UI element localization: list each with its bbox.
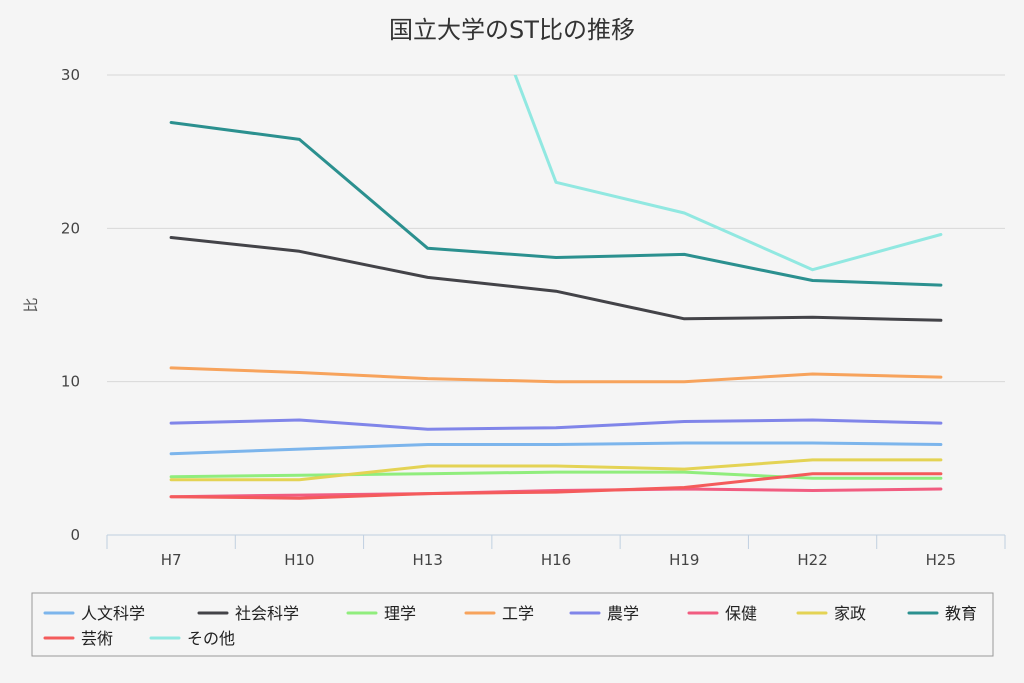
chart-title: 国立大学のST比の推移 xyxy=(389,16,635,44)
legend-item-label: 農学 xyxy=(607,604,639,623)
legend-item-label: 家政 xyxy=(834,604,866,623)
legend-item-label: その他 xyxy=(187,629,235,648)
y-tick-label: 0 xyxy=(70,526,80,544)
legend-item-label: 芸術 xyxy=(81,629,113,648)
series-line-1 xyxy=(169,441,943,456)
series-line-6 xyxy=(169,487,943,499)
y-axis-label: 比 xyxy=(22,297,40,312)
gridlines xyxy=(107,74,1005,383)
x-tick-label: H25 xyxy=(926,551,956,569)
series-lines xyxy=(169,75,943,500)
legend-item-label: 教育 xyxy=(945,604,977,623)
legend-box xyxy=(31,592,994,657)
y-tick-label: 20 xyxy=(61,219,80,237)
series-line-4 xyxy=(169,366,943,384)
x-tick-label: H19 xyxy=(669,551,699,569)
legend-item-label: 社会科学 xyxy=(235,604,299,623)
y-tick-label: 30 xyxy=(61,66,80,84)
legend-item-label: 理学 xyxy=(384,604,416,623)
x-axis: H7 H10 H13 H16 H19 H22 H25 xyxy=(106,534,1006,569)
series-line-5 xyxy=(169,418,943,431)
series-line-9 xyxy=(169,472,943,500)
series-line-2 xyxy=(169,236,943,322)
x-tick-label: H16 xyxy=(541,551,571,569)
y-axis-ticks: 0 10 20 30 xyxy=(61,66,80,544)
x-tick-label: H13 xyxy=(413,551,443,569)
series-line-3 xyxy=(169,470,943,480)
legend-item-label: 工学 xyxy=(502,604,534,623)
x-tick-label: H7 xyxy=(161,551,182,569)
legend-item-label: 保健 xyxy=(725,604,757,623)
series-line-7 xyxy=(169,458,943,482)
x-tick-label: H22 xyxy=(797,551,827,569)
series-line-10 xyxy=(513,75,943,272)
y-tick-label: 10 xyxy=(61,373,80,391)
legend-item-label: 人文科学 xyxy=(81,604,145,623)
x-tick-label: H10 xyxy=(284,551,314,569)
series-line-8 xyxy=(169,121,943,287)
